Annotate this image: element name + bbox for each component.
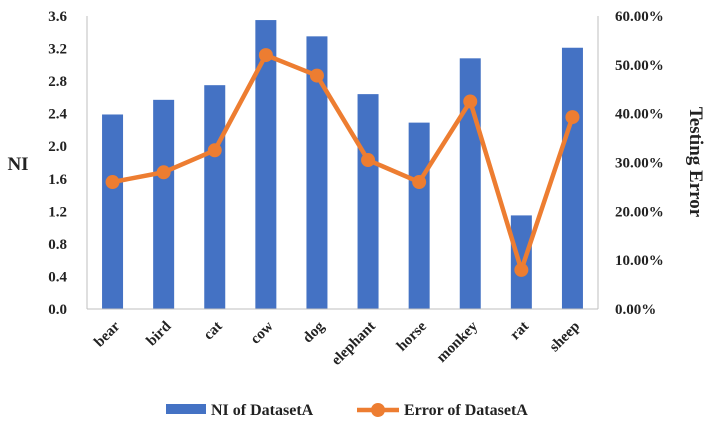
error-point-elephant — [361, 153, 376, 168]
y-axis-title-left: NI — [7, 154, 28, 175]
x-tick-label-horse: horse — [394, 318, 430, 354]
x-tick-label-elephant: elephant — [329, 319, 379, 369]
x-tick-label-sheep: sheep — [547, 319, 584, 356]
bar-elephant — [357, 94, 379, 309]
y-tick-label-left: 3.2 — [48, 42, 67, 58]
legend-label-ni: NI of DatasetA — [211, 402, 314, 419]
bar-sheep — [561, 47, 583, 309]
bar-cow — [255, 20, 277, 309]
legend-bar-swatch — [166, 404, 206, 414]
bar-dog — [306, 36, 328, 309]
y-tick-label-left: 2.4 — [48, 107, 67, 123]
y-tick-label-right: 10.00% — [615, 253, 664, 269]
error-point-cow — [258, 48, 273, 63]
y-tick-label-left: 3.6 — [48, 9, 67, 25]
bars-layer — [102, 20, 583, 310]
x-tick-label-monkey: monkey — [434, 318, 482, 366]
y-tick-label-right: 20.00% — [615, 204, 664, 220]
y-tick-label-left: 1.2 — [48, 204, 67, 220]
y-tick-label-right: 60.00% — [615, 9, 664, 25]
bar-bear — [102, 114, 124, 309]
y-tick-label-left: 2.0 — [48, 139, 67, 155]
error-point-rat — [514, 262, 529, 277]
error-point-bird — [156, 165, 171, 180]
bar-bird — [153, 99, 175, 309]
y-tick-label-left: 0.0 — [48, 302, 67, 318]
error-point-horse — [412, 175, 427, 190]
x-tick-label-bird: bird — [144, 318, 175, 349]
y-tick-label-left: 1.6 — [48, 172, 67, 188]
y-tick-label-right: 40.00% — [615, 107, 664, 123]
error-point-dog — [309, 68, 324, 83]
error-line — [110, 52, 575, 273]
x-tick-label-cow: cow — [248, 318, 277, 347]
legend: NI of DatasetA Error of DatasetA — [166, 402, 528, 419]
y-tick-label-right: 50.00% — [615, 58, 664, 74]
x-tick-label-cat: cat — [201, 319, 226, 344]
line-layer — [105, 48, 580, 277]
legend-marker — [371, 403, 385, 417]
bar-cat — [204, 85, 226, 309]
x-tick-label-dog: dog — [300, 318, 328, 346]
error-point-sheep — [565, 110, 580, 125]
x-tick-label-rat: rat — [507, 319, 532, 344]
y-tick-label-right: 30.00% — [615, 156, 664, 172]
error-point-monkey — [463, 94, 478, 109]
y-tick-label-right: 0.00% — [615, 302, 656, 318]
error-point-bear — [105, 175, 120, 190]
y-tick-label-left: 0.8 — [48, 237, 67, 253]
legend-label-error: Error of DatasetA — [404, 402, 528, 419]
y-tick-label-left: 0.4 — [48, 269, 67, 285]
y-tick-label-left: 2.8 — [48, 74, 67, 90]
bar-horse — [408, 122, 430, 309]
axes-layer — [86, 16, 599, 310]
error-point-cat — [207, 143, 222, 158]
y-axis-title-right: Testing Error — [685, 107, 706, 218]
x-tick-label-bear: bear — [91, 318, 123, 350]
